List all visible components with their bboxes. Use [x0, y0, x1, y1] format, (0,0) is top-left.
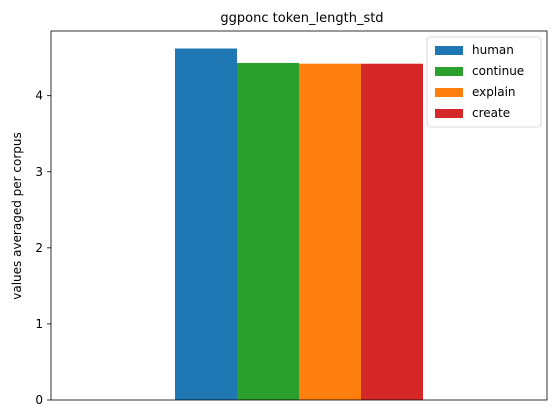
legend: human continue explain create — [426, 36, 542, 128]
bar-human — [175, 48, 237, 400]
bar-create — [361, 63, 423, 400]
legend-label-create: create — [472, 106, 510, 120]
legend-swatch-explain — [435, 88, 463, 97]
legend-label-continue: continue — [472, 64, 524, 78]
y-tick-label: 1 — [35, 317, 43, 331]
bar-continue — [237, 62, 299, 400]
plot-frame — [50, 30, 548, 401]
legend-label-human: human — [472, 43, 514, 57]
chart-title: ggponc token_length_std — [220, 11, 383, 26]
y-axis-label: values averaged per corpus — [10, 132, 24, 300]
bar-explain — [299, 63, 361, 400]
y-tick-label: 4 — [35, 89, 43, 103]
y-tick-label: 0 — [35, 393, 43, 407]
legend-frame — [426, 36, 542, 128]
legend-label-explain: explain — [472, 85, 516, 99]
y-tick-label: 3 — [35, 165, 43, 179]
legend-swatch-create — [435, 109, 463, 118]
bars-group — [175, 48, 423, 400]
legend-swatch-human — [435, 46, 463, 55]
y-tick-label: 2 — [35, 241, 43, 255]
legend-swatch-continue — [435, 67, 463, 76]
y-ticks-group: 0 1 2 3 4 — [35, 89, 51, 407]
